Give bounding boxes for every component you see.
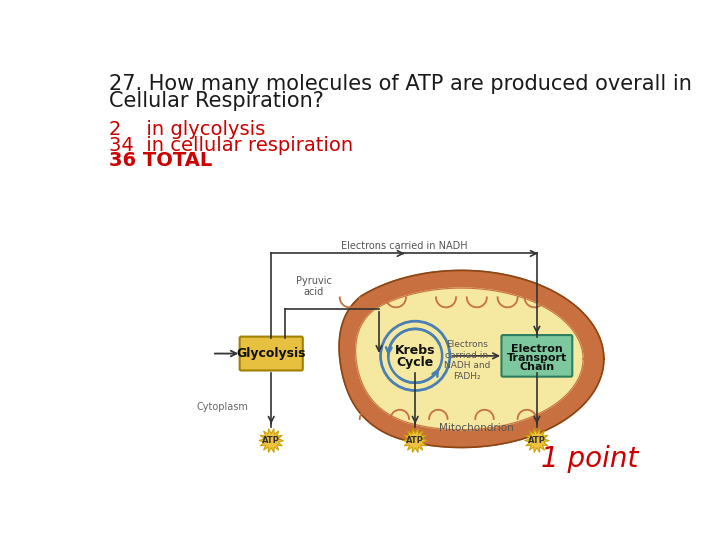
Text: Cytoplasm: Cytoplasm xyxy=(197,402,248,413)
Polygon shape xyxy=(403,429,428,453)
Text: 27. How many molecules of ATP are produced overall in: 27. How many molecules of ATP are produc… xyxy=(109,74,692,94)
Text: Pyruvic
acid: Pyruvic acid xyxy=(296,276,331,298)
Polygon shape xyxy=(525,429,549,453)
Polygon shape xyxy=(339,271,604,448)
Text: Mitochondrion: Mitochondrion xyxy=(439,423,514,433)
Text: Glycolysis: Glycolysis xyxy=(236,347,306,360)
Text: 34  in cellular respiration: 34 in cellular respiration xyxy=(109,136,353,154)
Polygon shape xyxy=(356,288,583,430)
Text: 1 point: 1 point xyxy=(541,445,639,473)
Text: Electrons
carried in
NADH and
FADH₂: Electrons carried in NADH and FADH₂ xyxy=(444,340,490,381)
Text: Cycle: Cycle xyxy=(397,355,434,368)
Text: Cellular Respiration?: Cellular Respiration? xyxy=(109,91,323,111)
Text: Chain: Chain xyxy=(519,362,554,373)
FancyBboxPatch shape xyxy=(501,335,572,377)
Polygon shape xyxy=(259,429,284,453)
Text: ATP: ATP xyxy=(262,436,280,445)
Text: 2    in glycolysis: 2 in glycolysis xyxy=(109,120,265,139)
FancyBboxPatch shape xyxy=(240,336,303,370)
Text: Electron: Electron xyxy=(511,344,563,354)
Text: Transport: Transport xyxy=(507,353,567,363)
Text: Electrons carried in NADH: Electrons carried in NADH xyxy=(341,241,467,251)
Text: 36 TOTAL: 36 TOTAL xyxy=(109,151,212,170)
Text: Krebs: Krebs xyxy=(395,344,436,357)
Text: ATP: ATP xyxy=(528,436,546,445)
Circle shape xyxy=(381,321,450,390)
Text: ATP: ATP xyxy=(406,436,424,445)
